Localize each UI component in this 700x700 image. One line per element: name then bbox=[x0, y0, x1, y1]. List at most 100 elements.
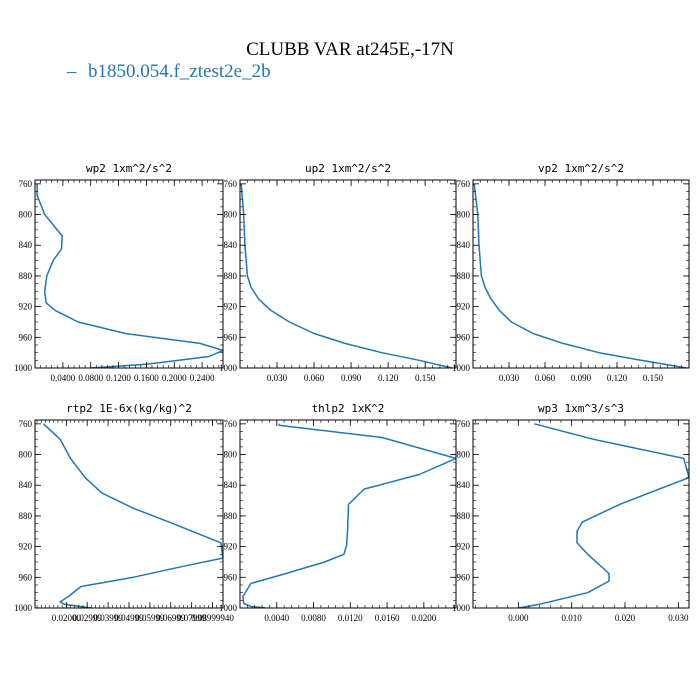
y-tick-label: 1000 bbox=[14, 363, 33, 373]
y-tick-label: 760 bbox=[19, 179, 33, 189]
x-tick-label: 0.02999 bbox=[73, 613, 103, 623]
y-tick-label: 960 bbox=[457, 572, 471, 582]
plot-frame bbox=[472, 419, 690, 609]
panel-title: up2 1xm^2/s^2 bbox=[305, 162, 391, 175]
series-line bbox=[36, 183, 223, 368]
panel-title: vp2 1xm^2/s^2 bbox=[538, 162, 624, 175]
series-line bbox=[518, 423, 689, 608]
x-tick-label: 0.2000 bbox=[162, 373, 187, 383]
y-tick-label: 1000 bbox=[452, 363, 471, 373]
y-tick-label: 920 bbox=[19, 542, 33, 552]
x-tick-label: 0.030 bbox=[668, 613, 689, 623]
y-tick-label: 960 bbox=[19, 332, 33, 342]
x-tick-label: 0.1600 bbox=[134, 373, 159, 383]
series-line bbox=[473, 183, 687, 368]
y-tick-label: 840 bbox=[457, 480, 471, 490]
legend-symbol: – bbox=[66, 61, 77, 82]
x-tick-label: 0.150 bbox=[415, 373, 436, 383]
series-line bbox=[240, 183, 453, 368]
y-tick-label: 880 bbox=[19, 511, 33, 521]
y-tick-label: 960 bbox=[457, 332, 471, 342]
x-tick-label: 0.02000 bbox=[52, 613, 82, 623]
panel-title: rtp2 1E-6x(kg/kg)^2 bbox=[66, 402, 192, 415]
y-tick-label: 960 bbox=[224, 332, 238, 342]
y-tick-label: 880 bbox=[19, 271, 33, 281]
x-tick-label: 0.010 bbox=[562, 613, 583, 623]
x-tick-label: 0.150 bbox=[643, 373, 664, 383]
series-line bbox=[242, 423, 456, 608]
legend-label: b1850.054.f_ztest2e_2b bbox=[88, 61, 271, 82]
y-tick-label: 1000 bbox=[452, 603, 471, 613]
y-tick-label: 1000 bbox=[219, 603, 238, 613]
x-tick-label: 0.090 bbox=[341, 373, 362, 383]
y-tick-label: 920 bbox=[457, 302, 471, 312]
y-tick-label: 760 bbox=[19, 419, 33, 429]
y-tick-label: 840 bbox=[224, 480, 238, 490]
y-tick-label: 920 bbox=[224, 542, 238, 552]
panel-title: wp2 1xm^2/s^2 bbox=[86, 162, 172, 175]
y-tick-label: 920 bbox=[457, 542, 471, 552]
y-tick-label: 1000 bbox=[14, 603, 33, 613]
x-tick-label: 0.05999 bbox=[135, 613, 165, 623]
x-tick-label: 0.0800 bbox=[78, 373, 103, 383]
panels: wp2 1xm^2/s^20.0400 0.0800 0.1200 0.1600 0.2… bbox=[14, 162, 690, 623]
panel-6: wp3 1xm^3/s^3 0.000 0.010 0.020 0.030 760 800 8… bbox=[452, 402, 690, 623]
y-tick-label: 760 bbox=[224, 419, 238, 429]
x-tick-label: 0.08999940 bbox=[191, 613, 234, 623]
y-tick-label: 880 bbox=[224, 511, 238, 521]
x-tick-label: 0.03999 bbox=[93, 613, 123, 623]
figure-title: CLUBB VAR at245E,-17N bbox=[246, 39, 454, 60]
x-tick-label: 0.0400 bbox=[50, 373, 75, 383]
x-tick-label: 0.120 bbox=[607, 373, 628, 383]
x-tick-label: 0.060 bbox=[304, 373, 325, 383]
y-tick-label: 920 bbox=[224, 302, 238, 312]
x-tick-label: 0.0080 bbox=[301, 613, 326, 623]
x-tick-label: 0.060 bbox=[535, 373, 556, 383]
plot-frame bbox=[34, 179, 224, 369]
panel-1: wp2 1xm^2/s^20.0400 0.0800 0.1200 0.1600 0.2… bbox=[14, 162, 224, 383]
panel-title: thlp2 1xK^2 bbox=[312, 402, 385, 415]
x-tick-label: 0.1200 bbox=[106, 373, 131, 383]
y-tick-label: 880 bbox=[224, 271, 238, 281]
plot-frame bbox=[472, 179, 690, 369]
x-tick-label: 0.000 bbox=[508, 613, 529, 623]
x-tick-label: 0.0200 bbox=[411, 613, 436, 623]
plot-frame bbox=[239, 179, 457, 369]
x-tick-label: 0.030 bbox=[267, 373, 288, 383]
panel-title: wp3 1xm^3/s^3 bbox=[538, 402, 624, 415]
y-tick-label: 880 bbox=[457, 511, 471, 521]
x-tick-label: 0.0120 bbox=[338, 613, 363, 623]
y-tick-label: 760 bbox=[224, 179, 238, 189]
y-tick-label: 800 bbox=[224, 210, 238, 220]
y-tick-label: 960 bbox=[224, 572, 238, 582]
y-tick-label: 840 bbox=[19, 240, 33, 250]
x-tick-label: 0.0040 bbox=[264, 613, 289, 623]
x-tick-label: 0.090 bbox=[571, 373, 592, 383]
y-tick-label: 800 bbox=[19, 450, 33, 460]
x-tick-label: 0.020 bbox=[615, 613, 636, 623]
y-tick-label: 800 bbox=[457, 450, 471, 460]
panel-5: thlp2 1xK^2 0.0040 0.0080 0.0120 0.0160 0.020… bbox=[219, 402, 457, 623]
y-tick-label: 920 bbox=[19, 302, 33, 312]
x-tick-label: 0.06999 bbox=[156, 613, 186, 623]
y-tick-label: 1000 bbox=[219, 363, 238, 373]
y-tick-label: 960 bbox=[19, 572, 33, 582]
y-tick-label: 760 bbox=[457, 419, 471, 429]
x-tick-label: 0.04999 bbox=[114, 613, 144, 623]
y-tick-label: 800 bbox=[457, 210, 471, 220]
series-line bbox=[42, 423, 223, 608]
plot-frame bbox=[34, 419, 224, 609]
y-tick-label: 840 bbox=[19, 480, 33, 490]
x-tick-label: 0.0160 bbox=[375, 613, 400, 623]
x-tick-label: 0.120 bbox=[378, 373, 399, 383]
y-tick-label: 800 bbox=[224, 450, 238, 460]
y-tick-label: 760 bbox=[457, 179, 471, 189]
x-tick-label: 0.2400 bbox=[190, 373, 215, 383]
plot-frame bbox=[239, 419, 457, 609]
y-tick-label: 840 bbox=[457, 240, 471, 250]
x-tick-label: 0.030 bbox=[499, 373, 520, 383]
panel-2: up2 1xm^2/s^2 0.030 0.060 0.090 0.120 0.150 76… bbox=[219, 162, 457, 383]
panel-3: vp2 1xm^2/s^2 0.030 0.060 0.090 0.120 0.150 76… bbox=[452, 162, 690, 383]
x-tick-label: 0.07999 bbox=[177, 613, 207, 623]
